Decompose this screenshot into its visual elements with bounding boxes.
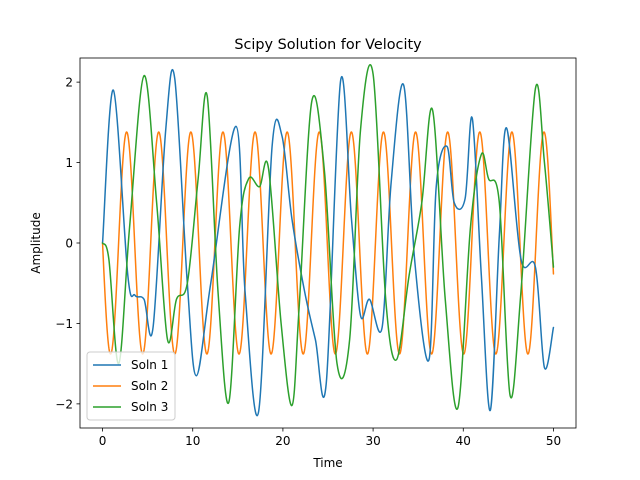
x-tick-label: 0 xyxy=(99,434,107,448)
series-line-soln-1 xyxy=(101,69,555,417)
series-layer xyxy=(101,64,555,417)
x-tick-label: 40 xyxy=(456,434,471,448)
legend-box xyxy=(86,351,176,421)
x-axis-ticks: 0 10 20 30 40 50 xyxy=(99,428,561,448)
legend: Soln 1 Soln 2 Soln 3 xyxy=(86,351,176,421)
x-tick-label: 30 xyxy=(365,434,380,448)
y-axis-ticks: −2 −1 0 1 2 xyxy=(55,76,80,411)
y-tick-label: 2 xyxy=(65,76,73,90)
x-tick-label: 10 xyxy=(185,434,200,448)
y-tick-label: 0 xyxy=(65,237,73,251)
y-axis-label: Amplitude xyxy=(29,212,43,274)
legend-label-soln-3: Soln 3 xyxy=(131,400,168,414)
legend-label-soln-1: Soln 1 xyxy=(131,358,168,372)
x-tick-label: 20 xyxy=(275,434,290,448)
x-axis-label: Time xyxy=(312,456,342,470)
series-line-soln-3 xyxy=(101,64,555,410)
plot-area: 0 10 20 30 40 50 −2 −1 0 1 2 xyxy=(55,57,577,448)
y-tick-label: 1 xyxy=(65,156,73,170)
y-tick-label: −2 xyxy=(55,397,73,411)
series-line-soln-2 xyxy=(101,131,555,355)
x-tick-label: 50 xyxy=(546,434,561,448)
y-tick-label: −1 xyxy=(55,317,73,331)
chart-title: Scipy Solution for Velocity xyxy=(234,37,422,53)
legend-label-soln-2: Soln 2 xyxy=(131,379,168,393)
